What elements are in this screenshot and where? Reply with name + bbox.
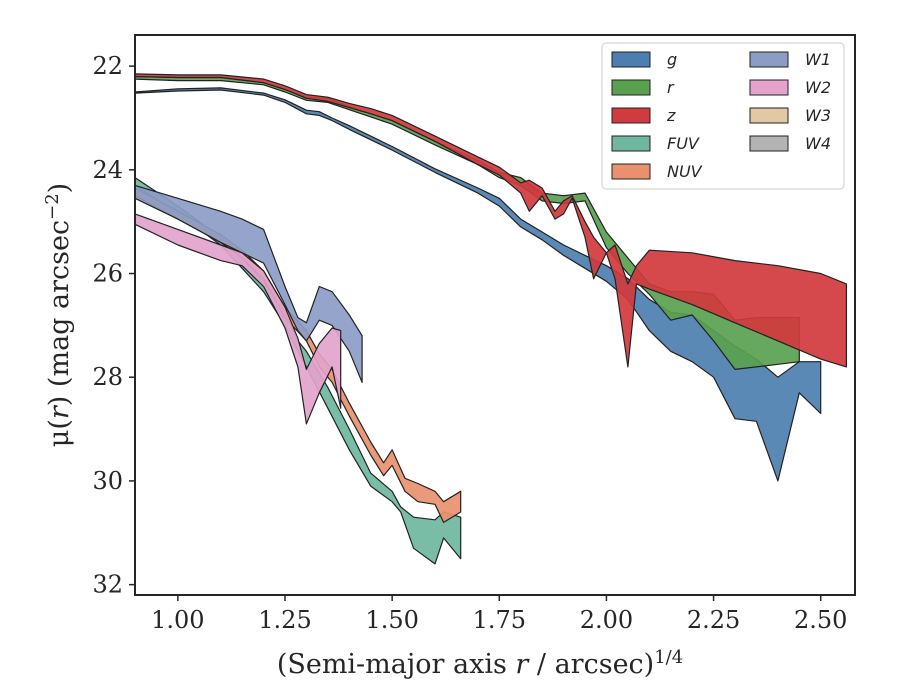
y-tick-label: 30: [92, 467, 123, 495]
y-axis-title: μ(r) (mag arcsec−2): [42, 183, 75, 447]
x-tick-label: 1.50: [365, 606, 418, 634]
legend-label-nuv: NUV: [667, 162, 703, 181]
legend-swatch-w2: [749, 79, 789, 96]
profile-bands: [134, 73, 848, 565]
y-axis-title-main: μ(: [44, 419, 75, 447]
band-z: [134, 73, 848, 368]
legend-label-g: g: [667, 50, 677, 69]
y-tick-label: 28: [92, 363, 123, 391]
legend-label-fuv: FUV: [667, 134, 700, 153]
legend-swatch-w1: [749, 51, 789, 68]
y-axis-title-var: r: [44, 404, 75, 419]
x-axis-title: (Semi-major axis r / arcsec)1/4: [277, 647, 683, 680]
legend-swatch-w4: [749, 135, 789, 152]
legend-swatch-z: [611, 107, 651, 124]
legend-label-w2: W2: [805, 78, 831, 97]
x-tick-label: 2.00: [580, 606, 633, 634]
legend-label-w3: W3: [805, 106, 831, 125]
legend-label-z: z: [666, 106, 676, 125]
x-tick-label: 1.25: [258, 606, 311, 634]
x-tick-label: 1.00: [151, 606, 204, 634]
y-axis-title-rest: ) (mag arcsec: [44, 220, 75, 406]
legend: grz FUV NUV W1 W2 W3 W4: [601, 42, 845, 190]
x-axis-title-main: (Semi-major axis: [277, 649, 516, 680]
y-tick-label: 24: [92, 156, 123, 184]
legend-swatch-g: [611, 51, 651, 68]
x-tick-label: 2.50: [794, 606, 847, 634]
band-g: [134, 87, 822, 482]
y-axis-title-close: ): [44, 183, 75, 194]
x-tick-label: 2.25: [687, 606, 740, 634]
y-axis-ticks: 22 24 26 28 30 32: [92, 52, 135, 599]
legend-label-w1: W1: [805, 50, 831, 69]
legend-swatch-nuv: [611, 163, 651, 180]
y-axis-title-exponent: −2: [42, 193, 63, 220]
legend-swatch-w3: [749, 107, 789, 124]
y-tick-label: 32: [92, 571, 123, 599]
legend-swatch-fuv: [611, 135, 651, 152]
x-axis-title-var: r: [515, 649, 530, 680]
x-axis-title-exponent: 1/4: [654, 647, 683, 668]
legend-swatch-r: [611, 79, 651, 96]
y-tick-label: 26: [92, 260, 123, 288]
x-tick-label: 1.75: [473, 606, 526, 634]
legend-label-r: r: [667, 78, 675, 97]
band-w2: [134, 213, 342, 425]
y-tick-label: 22: [92, 52, 123, 80]
legend-label-w4: W4: [805, 134, 831, 153]
x-axis-ticks: 1.00 1.25 1.50 1.75 2.00 2.25 2.50: [151, 595, 847, 634]
plot-frame: [134, 34, 856, 596]
x-axis-title-rest: / arcsec): [528, 649, 654, 680]
